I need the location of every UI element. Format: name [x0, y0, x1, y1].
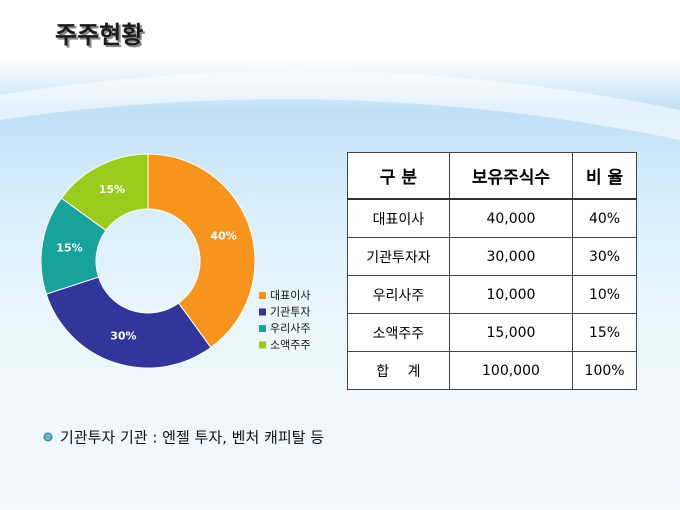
- table-cell: 우리사주: [347, 275, 450, 314]
- legend-label: 기관투자: [270, 306, 310, 319]
- table-cell: 100,000: [448, 351, 574, 390]
- table: 구 분 보유주식수 비 율 대표이사 40,000 40% 기관투자자 30,000 30% 우리…: [347, 152, 637, 390]
- data-label: 30%: [110, 330, 136, 343]
- legend-label: 우리사주: [270, 322, 310, 335]
- table-row: 합 계 100,000 100%: [347, 351, 637, 390]
- table-cell: 소액주주: [347, 313, 450, 352]
- bullet: [43, 432, 53, 442]
- legend-swatch: [259, 292, 266, 299]
- table-row: 소액주주 15,000 15%: [347, 313, 637, 352]
- table-row: 기관투자자 30,000 30%: [347, 237, 637, 276]
- slice: [147, 153, 256, 349]
- table-row: 대표이사 40,000 40%: [347, 198, 637, 238]
- table-cell: 기관투자자: [347, 237, 450, 276]
- table-cell: 구 분: [347, 152, 450, 200]
- data-label: 40%: [210, 229, 236, 242]
- data-label: 15%: [56, 242, 82, 255]
- note: 기관투자 기관 : 엔젤 투자, 벤처 캐피탈 등: [60, 429, 324, 447]
- table-cell: 15,000: [448, 313, 574, 352]
- table-row: 우리사주 10,000 10%: [347, 275, 637, 314]
- table-cell: 대표이사: [347, 198, 450, 238]
- table-cell: 100%: [572, 351, 637, 390]
- legend-label: 소액주주: [270, 339, 310, 352]
- table-cell: 30,000: [448, 237, 574, 276]
- table-cell: 비 율: [572, 152, 637, 200]
- legend-swatch: [259, 341, 266, 349]
- data-label: 15%: [99, 183, 125, 196]
- decor: [0, 70, 680, 140]
- legend-label: 대표이사: [270, 289, 310, 302]
- legend-swatch: [259, 308, 266, 316]
- table-cell: 40%: [572, 198, 637, 238]
- legend-swatch: [259, 325, 266, 332]
- table-cell: 10%: [572, 275, 637, 314]
- table-cell: 40,000: [448, 198, 574, 238]
- table-cell: 30%: [572, 237, 637, 276]
- slice: [60, 153, 149, 232]
- donut: 40% 30% 15% 15%: [40, 153, 256, 369]
- table-cell: 보유주식수: [448, 152, 574, 200]
- table-cell: 15%: [572, 313, 637, 352]
- table-row: 구 분 보유주식수 비 율: [347, 152, 637, 200]
- slice: [45, 276, 212, 369]
- table-cell: 10,000: [448, 275, 574, 314]
- title: 주주현황: [55, 21, 143, 49]
- title-shadow: 주주현황: [57, 23, 145, 51]
- table-cell: 합 계: [347, 351, 450, 390]
